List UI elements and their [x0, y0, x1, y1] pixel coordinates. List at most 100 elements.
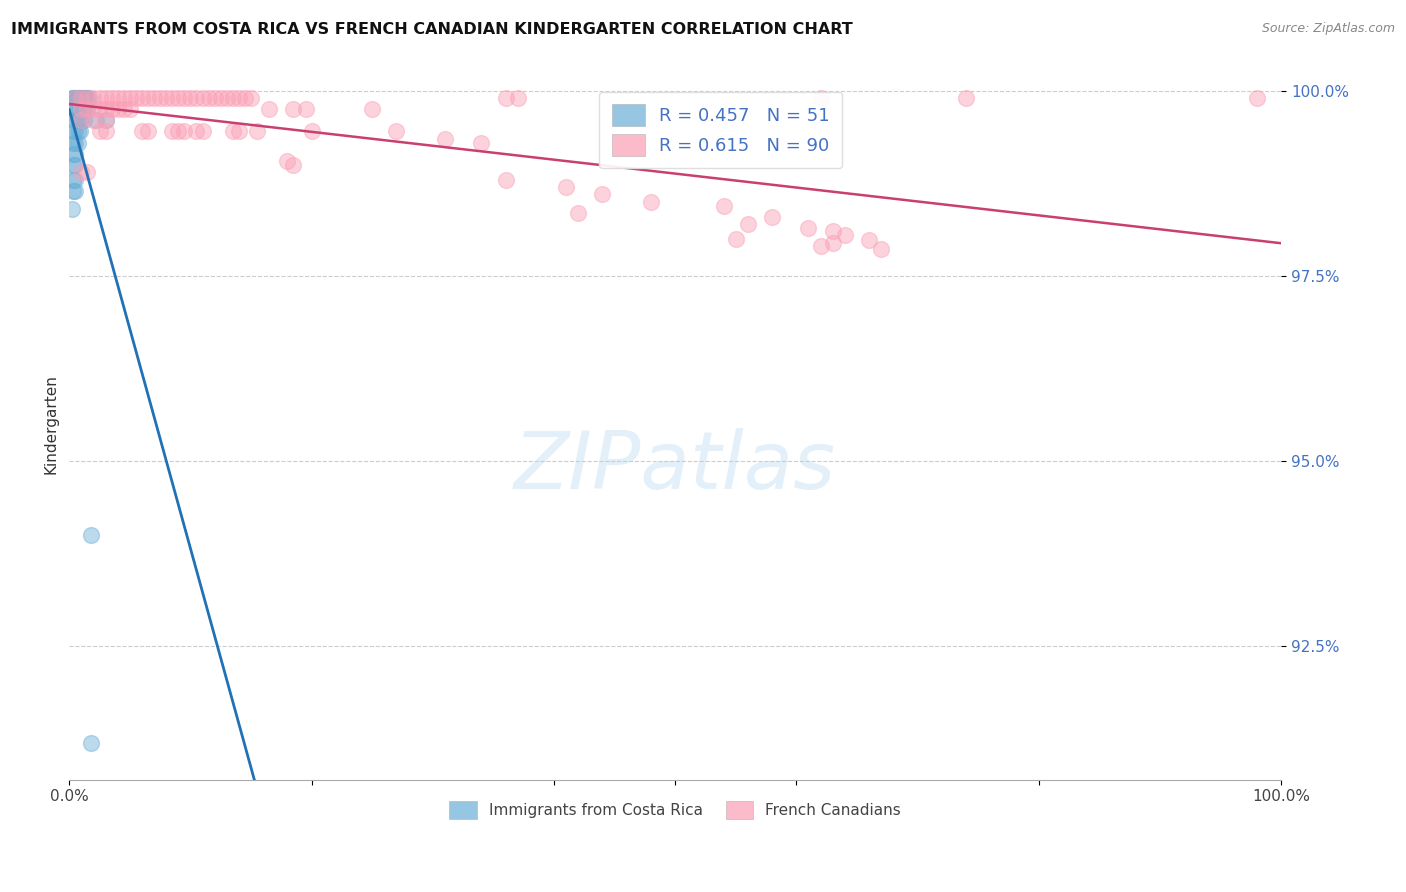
Legend: Immigrants from Costa Rica, French Canadians: Immigrants from Costa Rica, French Canad… [443, 795, 907, 825]
Point [77, 91, 100, 105]
Point [167, 124, 190, 138]
Point [107, 91, 129, 105]
Point [62, 102, 84, 116]
Point [67, 91, 90, 105]
Point [82, 91, 104, 105]
Point [112, 91, 135, 105]
Point [65, 146, 87, 161]
Point [73, 91, 96, 105]
Point [65, 184, 87, 198]
Point [82, 102, 104, 116]
Point [94, 91, 117, 105]
Point [858, 233, 880, 247]
Point [65, 91, 87, 105]
Point [155, 91, 177, 105]
Point [240, 91, 263, 105]
Point [197, 91, 219, 105]
Point [69, 91, 91, 105]
Point [66, 124, 89, 138]
Point [66, 91, 89, 105]
Point [222, 124, 245, 138]
Point [162, 91, 184, 105]
Point [555, 180, 578, 194]
Point [70, 165, 93, 179]
Point [821, 225, 844, 239]
Point [713, 198, 735, 212]
Point [65, 136, 87, 150]
Point [204, 91, 226, 105]
Point [810, 91, 832, 105]
Point [70, 91, 93, 105]
Point [724, 232, 747, 246]
Point [65, 124, 87, 138]
Point [257, 102, 280, 116]
Point [433, 132, 456, 146]
Point [80, 735, 103, 749]
Point [955, 91, 977, 105]
Point [131, 91, 153, 105]
Point [100, 91, 122, 105]
Point [60, 91, 83, 105]
Point [118, 102, 141, 116]
Point [136, 91, 159, 105]
Point [821, 235, 844, 250]
Point [70, 102, 93, 116]
Point [62, 146, 84, 161]
Point [62, 91, 84, 105]
Point [136, 124, 159, 138]
Point [640, 194, 662, 209]
Point [62, 172, 84, 186]
Point [125, 91, 148, 105]
Point [276, 154, 298, 169]
Point [63, 91, 86, 105]
Point [737, 217, 759, 231]
Point [84, 113, 107, 128]
Point [761, 210, 783, 224]
Point [62, 136, 84, 150]
Point [186, 91, 208, 105]
Point [80, 528, 103, 542]
Point [100, 102, 122, 116]
Point [361, 102, 384, 116]
Point [162, 124, 184, 138]
Point [567, 206, 589, 220]
Point [222, 91, 245, 105]
Point [65, 172, 87, 186]
Point [228, 124, 250, 138]
Point [186, 124, 208, 138]
Point [143, 91, 166, 105]
Point [70, 113, 93, 128]
Point [73, 102, 96, 116]
Point [76, 102, 98, 116]
Point [385, 124, 408, 138]
Point [94, 124, 117, 138]
Point [797, 220, 820, 235]
Point [73, 91, 96, 105]
Point [301, 124, 323, 138]
Point [191, 124, 214, 138]
Point [70, 113, 93, 128]
Point [65, 102, 87, 116]
Point [810, 239, 832, 253]
Point [65, 113, 87, 128]
Point [294, 102, 316, 116]
Point [118, 91, 141, 105]
Point [94, 113, 117, 128]
Point [66, 136, 89, 150]
Point [62, 184, 84, 198]
Text: ZIPatlas: ZIPatlas [515, 428, 837, 506]
Point [82, 113, 104, 128]
Point [60, 202, 83, 217]
Point [131, 124, 153, 138]
Point [65, 91, 87, 105]
Point [834, 228, 856, 243]
Point [94, 102, 117, 116]
Point [215, 91, 238, 105]
Text: Source: ZipAtlas.com: Source: ZipAtlas.com [1261, 22, 1395, 36]
Point [233, 91, 256, 105]
Text: IMMIGRANTS FROM COSTA RICA VS FRENCH CANADIAN KINDERGARTEN CORRELATION CHART: IMMIGRANTS FROM COSTA RICA VS FRENCH CAN… [11, 22, 853, 37]
Point [66, 102, 89, 116]
Point [173, 91, 195, 105]
Point [191, 91, 214, 105]
Point [470, 136, 492, 150]
